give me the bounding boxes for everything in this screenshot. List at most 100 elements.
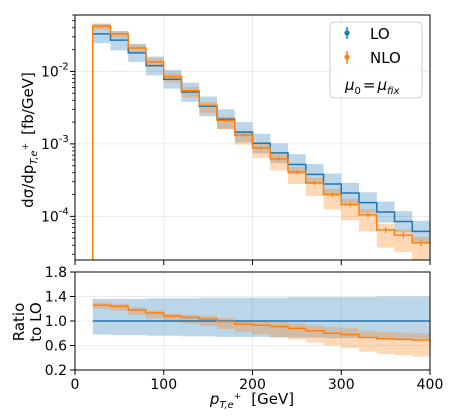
ratio-bands	[92, 296, 430, 357]
legend-note-sub0: 0	[355, 86, 361, 97]
legend-nlo-marker	[344, 54, 350, 60]
ratio-lo-band-bin	[146, 298, 164, 336]
ratio-lo-band-bin	[341, 297, 359, 339]
xlabel-sub: T,e	[219, 400, 233, 411]
ratio-nlo-band-bin	[163, 313, 182, 322]
nlo-band-bin	[234, 130, 253, 145]
main-ytick-exp: -3	[59, 134, 69, 145]
legend-box	[329, 21, 423, 99]
legend-lo-label: LO	[370, 25, 390, 43]
legend-scale-note: μ0 = μfix	[344, 76, 400, 97]
ratio-ytick-label: 1.4	[45, 290, 67, 306]
ratio-xtick-label: 400	[417, 377, 444, 393]
legend-note-mu0: μ	[344, 76, 355, 94]
ratio-lo-band-bin	[234, 297, 253, 337]
nlo-series-line	[92, 25, 430, 260]
legend-entry-lo: LO	[344, 25, 390, 43]
ratio-nlo-band-bin	[234, 319, 253, 333]
ratio-nlo-band-bin	[181, 314, 200, 324]
legend-note-eq: =	[363, 76, 376, 94]
ratio-lo-band-bin	[252, 297, 271, 337]
legend-note-subfix: fix	[387, 86, 399, 97]
ratio-lo-band-bin	[323, 297, 342, 339]
legend-note-mu: μ	[377, 76, 388, 94]
legend-nlo-label: NLO	[370, 49, 401, 67]
main-ytick-base: 10	[41, 137, 59, 153]
ratio-panel: 0.2 0.6 1.0 1.4 1.8 0 100 200 300 400 Ratio to L…	[10, 265, 443, 411]
main-ytick-base: 10	[41, 209, 59, 225]
ratio-nlo-band-bin	[394, 332, 413, 356]
ratio-y-ticks: 0.2 0.6 1.0 1.4 1.8	[45, 265, 75, 379]
main-ytick-label: 10-2	[41, 61, 69, 80]
ratio-x-ticks: 0 100 200 300 400	[71, 370, 444, 393]
ratio-ytick-label: 1.8	[45, 265, 67, 281]
main-ylabel-tail: [fb/GeV]	[19, 72, 37, 135]
xlabel-sup: +	[234, 392, 242, 402]
nlo-band-bin	[341, 198, 359, 221]
ratio-nlo-band-bin	[252, 321, 271, 335]
nlo-band-bin	[305, 177, 324, 197]
x-axis-label: pT,e+ [GeV]	[209, 390, 294, 411]
main-panel: 10-210-310-4 dσ/dpT,e+[fb/GeV] LO NLO μ0…	[19, 14, 431, 265]
nlo-band-bin	[199, 101, 217, 114]
ratio-nlo-band-bin	[288, 323, 306, 340]
ratio-lo-band-bin	[288, 297, 306, 338]
xlabel-tail: [GeV]	[251, 390, 294, 408]
ratio-nlo-band-bin	[376, 332, 395, 355]
ratio-nlo-band-bin	[128, 307, 146, 315]
ratio-lo-band-bin	[92, 298, 111, 335]
nlo-band-bin	[359, 209, 377, 232]
ratio-lo-band-bin	[110, 298, 129, 336]
ratio-nlo-line	[92, 304, 430, 341]
nlo-band-bin	[323, 188, 342, 210]
ratio-nlo-band-bin	[412, 333, 430, 357]
ratio-nlo-band-bin	[341, 328, 359, 348]
ratio-y-axis-label-line1: Ratio	[10, 303, 28, 342]
ratio-lo-band-bin	[199, 297, 217, 337]
ratio-lo-band-bin	[376, 296, 395, 339]
ratio-nlo-band-bin	[110, 303, 129, 311]
nlo-band-bin	[288, 166, 306, 184]
ratio-y-axis-label-line2: to LO	[27, 302, 45, 341]
ratio-nlo-band-bin	[146, 310, 164, 319]
ratio-lines	[92, 304, 430, 341]
main-x-ticks	[74, 260, 431, 265]
ratio-lo-band-bin	[394, 296, 413, 339]
main-lines	[92, 25, 430, 260]
nlo-band-bin	[270, 154, 288, 171]
legend-lo-marker	[344, 30, 350, 36]
ratio-ytick-label: 1.0	[45, 314, 67, 330]
ratio-xtick-label: 100	[150, 377, 177, 393]
ratio-nlo-band-bin	[305, 325, 324, 343]
ratio-ytick-label: 0.6	[45, 339, 67, 355]
nlo-band-bin	[252, 143, 271, 158]
legend-entry-nlo: NLO	[344, 49, 401, 67]
legend: LO NLO μ0 = μfix	[329, 21, 423, 99]
ratio-nlo-band-bin	[270, 322, 288, 337]
ratio-lo-band-bin	[359, 297, 377, 339]
ratio-xtick-label: 300	[328, 377, 355, 393]
ratio-lo-band-bin	[305, 297, 324, 338]
ratio-nlo-band-bin	[323, 327, 342, 346]
main-ytick-label: 10-4	[41, 206, 69, 225]
nlo-band-bin	[217, 116, 235, 130]
ratio-lo-band-bin	[217, 297, 235, 337]
main-y-ticks: 10-210-310-4	[41, 14, 75, 255]
ratio-ytick-label: 0.2	[45, 363, 67, 379]
main-ytick-exp: -4	[59, 206, 69, 217]
main-ylabel-main: dσ/dp	[19, 165, 37, 208]
main-ylabel-sub: T,e	[29, 150, 40, 164]
ratio-lo-band-bin	[412, 296, 430, 339]
main-ylabel-sup: +	[21, 143, 31, 151]
ratio-lo-band-bin	[128, 298, 146, 336]
main-ytick-base: 10	[41, 64, 59, 80]
ratio-nlo-band-bin	[359, 330, 377, 352]
ratio-nlo-band-bin	[217, 317, 235, 329]
main-y-axis-label: dσ/dpT,e+ [fb/GeV]	[19, 72, 40, 208]
main-ytick-label: 10-3	[41, 134, 69, 153]
ratio-lo-band-bin	[163, 298, 182, 336]
ratio-xtick-label: 0	[71, 377, 80, 393]
ratio-lo-band-bin	[270, 297, 288, 338]
ratio-xtick-label: 200	[239, 377, 266, 393]
